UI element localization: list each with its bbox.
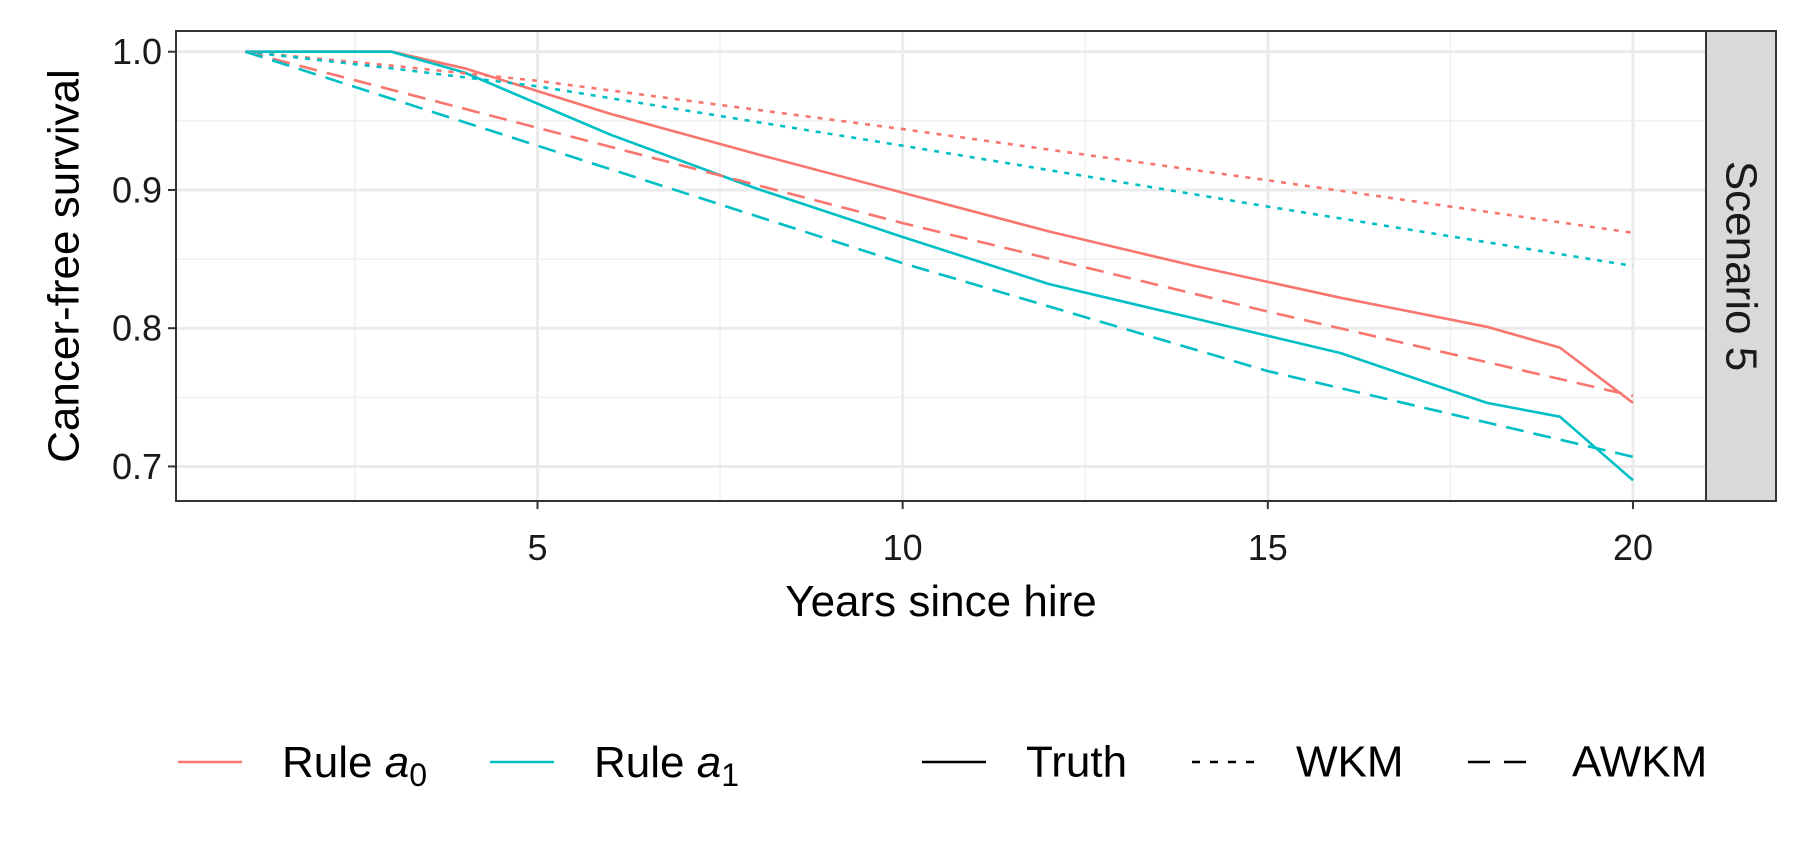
facet-strip-background [1705,30,1777,502]
series-line-rule-a1-solid [245,50,1634,482]
panel-background [176,31,1706,501]
minor-gridlines-y [176,120,1706,399]
x-tick-label: 5 [527,527,547,568]
facet-strip: Scenario 5 [1705,30,1777,502]
series-line-rule-a0-dotted [245,50,1634,235]
y-tick-label: 0.9 [112,169,162,210]
series-line-rule-a0-dashed [245,50,1634,398]
y-tick-label: 1.0 [112,31,162,72]
x-tick-label: 10 [883,527,923,568]
y-axis: 0.7 0.8 0.9 1.0 [112,31,176,487]
series-lines [245,50,1634,482]
legend: Rule a0 Rule a1 Truth WKM AWKM [178,738,1707,794]
x-tick-label: 20 [1613,527,1653,568]
y-tick-label: 0.7 [112,446,162,487]
facet-strip-label: Scenario 5 [1717,161,1766,371]
series-line-rule-a0-solid [245,50,1634,404]
y-axis-title: Cancer-free survival [40,69,89,463]
legend-label-solid: Truth [1026,738,1127,787]
x-axis-title: Years since hire [785,577,1096,626]
legend-label-rule-a1: Rule a1 [594,738,739,794]
legend-label-dashed: AWKM [1572,738,1707,787]
legend-label-dotted: WKM [1296,738,1404,787]
y-tick-label: 0.8 [112,308,162,349]
series-line-rule-a1-dashed [245,50,1634,459]
minor-gridlines-x [354,31,1452,501]
series-line-rule-a1-dotted [245,50,1634,268]
major-gridlines-y [176,50,1706,468]
x-tick-label: 15 [1248,527,1288,568]
x-axis: 5 10 15 20 [527,501,1653,568]
plot-panel [175,30,1707,502]
legend-label-rule-a0: Rule a0 [282,738,427,794]
